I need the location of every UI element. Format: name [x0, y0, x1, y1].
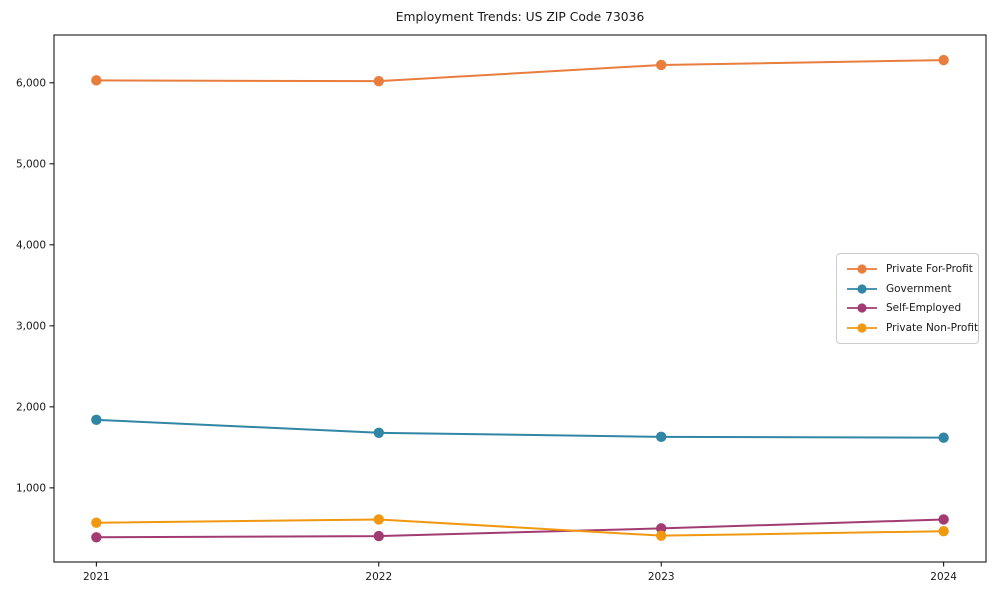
- data-point-marker: [938, 432, 949, 443]
- data-point-marker: [373, 530, 384, 542]
- series-line: [96, 418, 944, 439]
- legend-label: Private For-Profit: [886, 262, 973, 275]
- data-point-marker: [91, 75, 102, 86]
- data-point-marker: [656, 530, 667, 541]
- data-point-marker: [656, 523, 667, 534]
- legend-item-government: Government: [846, 283, 969, 295]
- series-line: [96, 518, 944, 537]
- legend-item-self-employed: Self-Employed: [846, 302, 969, 314]
- series-line: [96, 518, 944, 539]
- series-line: [96, 59, 944, 83]
- data-point-marker: [938, 526, 949, 537]
- x-tick-label: 2023: [648, 571, 675, 583]
- legend-label: Private Non-Profit: [886, 322, 979, 335]
- data-point-marker: [91, 414, 102, 426]
- x-tick-label: 2021: [83, 571, 110, 583]
- y-tick-label: 6,000: [16, 77, 46, 89]
- legend-swatch-line-dot-icon: [847, 323, 877, 333]
- y-tick-label: 3,000: [16, 321, 46, 333]
- y-tick-label: 4,000: [16, 240, 46, 252]
- y-tick-label: 5,000: [16, 159, 46, 171]
- legend-swatch-line-dot-icon: [847, 303, 877, 313]
- legend: Private For-Profit Government Self-Emplo…: [836, 253, 979, 344]
- axis-ticks: 1,000 2,000 3,000 4,000 5,000 6,000 2021 2022 20…: [16, 77, 957, 583]
- series-lines: [91, 54, 949, 543]
- x-tick-label: 2022: [365, 571, 392, 583]
- data-point-marker: [938, 514, 949, 525]
- legend-label: Government: [886, 282, 952, 295]
- y-tick-label: 1,000: [16, 483, 46, 495]
- data-point-marker: [373, 427, 384, 438]
- legend-label: Self-Employed: [886, 302, 962, 315]
- chart-title: Employment Trends: US ZIP Code 73036: [396, 10, 645, 24]
- legend-item-private-non-profit: Private Non-Profit: [846, 322, 978, 334]
- plot-area-border: [53, 34, 987, 563]
- data-point-marker: [656, 59, 667, 71]
- x-tick-label: 2024: [930, 571, 957, 583]
- data-point-marker: [373, 75, 384, 87]
- data-point-marker: [373, 514, 384, 525]
- data-point-marker: [938, 54, 949, 66]
- data-point-marker: [91, 517, 102, 528]
- legend-swatch-line-dot-icon: [847, 284, 877, 294]
- data-point-marker: [656, 431, 667, 443]
- data-point-marker: [91, 532, 102, 543]
- legend-item-private-for-profit: Private For-Profit: [846, 263, 973, 275]
- y-tick-label: 2,000: [16, 402, 46, 414]
- legend-swatch-line-dot-icon: [847, 264, 877, 274]
